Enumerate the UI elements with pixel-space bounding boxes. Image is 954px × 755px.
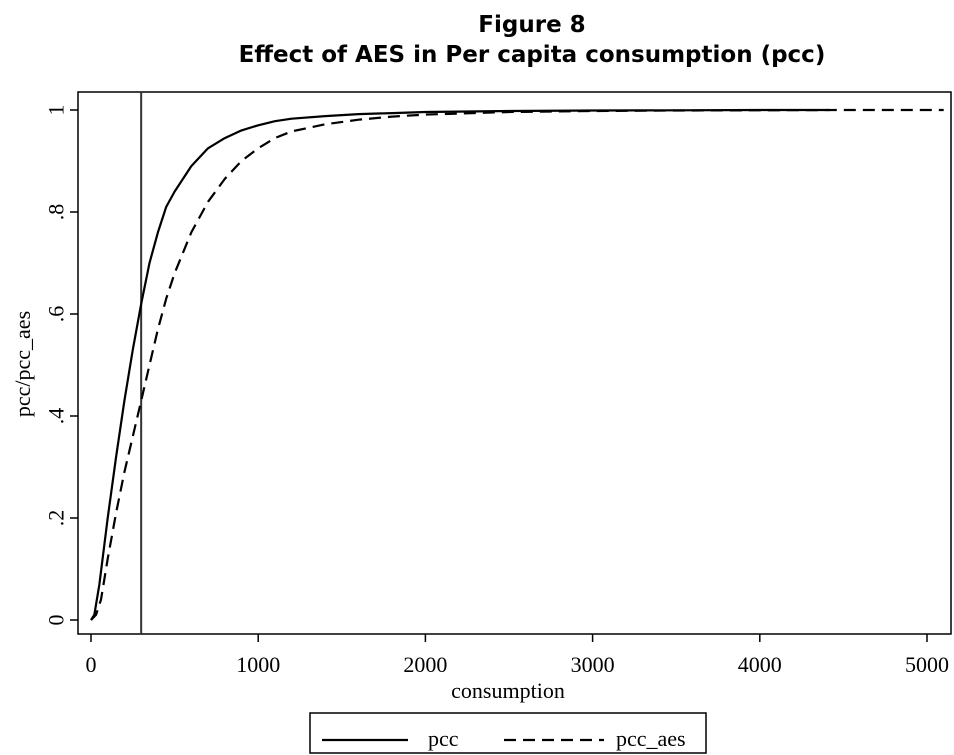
legend-label-pcc: pcc	[428, 726, 459, 751]
y-tick-label: 0	[44, 615, 69, 626]
x-axis: 0 1000 2000 3000 4000 5000	[86, 634, 949, 677]
y-tick-label: .4	[44, 408, 69, 425]
y-axis: 0 .2 .4 .6 .8 1	[44, 105, 78, 626]
y-tick-label: .6	[44, 306, 69, 323]
plot-frame	[77, 91, 952, 635]
chart-subtitle: Effect of AES in Per capita consumption …	[239, 42, 826, 68]
x-tick-label: 5000	[905, 652, 949, 677]
y-tick-label: .8	[44, 204, 69, 221]
x-tick-label: 0	[86, 652, 97, 677]
y-tick-label: .2	[44, 510, 69, 527]
x-tick-label: 4000	[738, 652, 782, 677]
y-tick-label: 1	[44, 105, 69, 116]
x-tick-label: 3000	[571, 652, 615, 677]
legend: pcc pcc_aes	[309, 712, 707, 754]
legend-box	[309, 712, 707, 754]
x-tick-label: 1000	[236, 652, 280, 677]
x-axis-label: consumption	[451, 678, 565, 703]
x-tick-label: 2000	[403, 652, 447, 677]
series-lines	[90, 92, 944, 634]
legend-label-pcc-aes: pcc_aes	[616, 726, 686, 751]
series-line-pcc	[90, 108, 830, 621]
y-axis-label: pcc/pcc_aes	[10, 311, 35, 417]
chart-title: Figure 8	[478, 12, 585, 38]
series-line-pcc-aes	[90, 108, 944, 621]
